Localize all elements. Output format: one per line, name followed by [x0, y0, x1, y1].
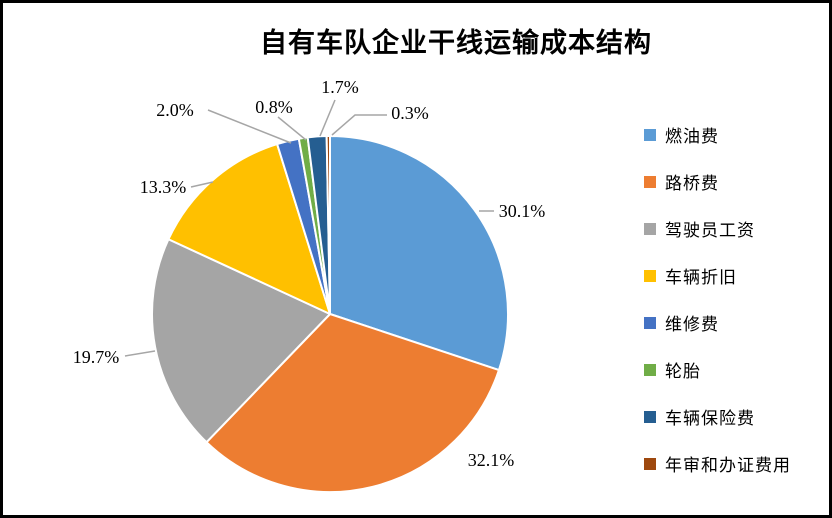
data-label-annual-inspection-fees: 0.3% — [391, 103, 429, 123]
legend-label: 路桥费 — [665, 174, 719, 193]
legend-label: 轮胎 — [665, 362, 701, 381]
data-label-vehicle-insurance: 1.7% — [321, 77, 359, 97]
leader-line-maintenance-cost — [207, 109, 292, 144]
pie-chart: 30.1% 32.1% 19.7% 13.3% 2.0% 0.8% 1.7% 0.3% — [73, 77, 546, 493]
legend-swatch-icon — [644, 222, 656, 235]
legend-item-driver-wages: 驾驶员工资 — [644, 205, 791, 252]
legend-label: 年审和办证费用 — [665, 456, 791, 475]
legend-swatch-icon — [644, 457, 656, 470]
data-label-maintenance-cost: 2.0% — [156, 100, 194, 120]
legend-label: 驾驶员工资 — [665, 221, 755, 240]
pie-slice-road-bridge-toll — [205, 313, 500, 493]
legend-item-annual-inspection-fees: 年审和办证费用 — [644, 440, 791, 487]
pie-slice-fuel-cost — [329, 135, 509, 372]
data-label-vehicle-depreciation: 13.3% — [140, 177, 187, 197]
pie-slice-annual-inspection-fees — [325, 134, 331, 315]
legend-swatch-icon — [644, 316, 656, 329]
legend-swatch-icon — [644, 175, 656, 188]
data-label-driver-wages: 19.7% — [73, 347, 120, 367]
legend-swatch-icon — [644, 269, 656, 282]
leader-line-tires — [277, 116, 307, 141]
legend-item-vehicle-insurance: 车辆保险费 — [644, 393, 791, 440]
legend-swatch-icon — [644, 363, 656, 376]
chart-legend: 燃油费路桥费驾驶员工资车辆折旧维修费轮胎车辆保险费年审和办证费用 — [644, 111, 791, 487]
legend-swatch-icon — [644, 128, 656, 141]
legend-label: 车辆折旧 — [665, 268, 737, 287]
leader-line-vehicle-insurance — [319, 99, 336, 137]
legend-item-maintenance-cost: 维修费 — [644, 299, 791, 346]
legend-label: 车辆保险费 — [665, 409, 755, 428]
legend-label: 燃油费 — [665, 127, 719, 146]
data-label-tires: 0.8% — [255, 97, 293, 117]
legend-item-tires: 轮胎 — [644, 346, 791, 393]
legend-label: 维修费 — [665, 315, 719, 334]
leader-line-vehicle-depreciation — [190, 181, 214, 188]
data-label-road-bridge-toll: 32.1% — [468, 450, 515, 470]
chart-title: 自有车队企业干线运输成本结构 — [260, 28, 652, 58]
legend-item-fuel-cost: 燃油费 — [644, 111, 791, 158]
legend-item-road-bridge-toll: 路桥费 — [644, 158, 791, 205]
legend-swatch-icon — [644, 410, 656, 423]
data-label-fuel-cost: 30.1% — [499, 201, 546, 221]
pie-slice-driver-wages — [150, 238, 331, 444]
legend-item-vehicle-depreciation: 车辆折旧 — [644, 252, 791, 299]
leader-line-annual-inspection-fees — [331, 114, 387, 136]
leader-line-driver-wages — [124, 350, 156, 357]
